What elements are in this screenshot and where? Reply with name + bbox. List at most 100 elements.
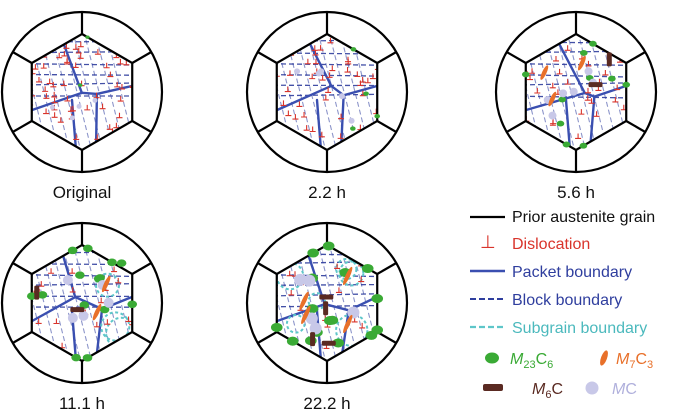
block-boundary-line bbox=[295, 245, 327, 361]
mc-precipitate bbox=[50, 104, 56, 110]
m23c6-precipitate bbox=[374, 114, 381, 119]
block-boundary-line bbox=[72, 245, 104, 361]
block-boundary-line bbox=[276, 93, 378, 97]
m6c-precipitate bbox=[588, 82, 603, 88]
block-boundary-line bbox=[525, 62, 627, 67]
prior-austenite-grain-hexagon bbox=[275, 243, 379, 363]
m7c3-precipitate bbox=[92, 303, 102, 321]
panel-caption-11h: 11.1 h bbox=[59, 394, 105, 413]
m23c6-precipitate bbox=[26, 292, 37, 300]
m6c-precipitate bbox=[70, 307, 85, 313]
block-boundary-line bbox=[12, 218, 152, 221]
legend-dislocation-label: Dislocation bbox=[512, 236, 590, 253]
block-boundary-line bbox=[525, 95, 627, 99]
mc-precipitate bbox=[309, 322, 322, 335]
prior-austenite-grain-hexagon bbox=[524, 32, 628, 152]
packet-boundary-line bbox=[525, 91, 586, 112]
m23c6-precipitate bbox=[558, 96, 567, 103]
m23c6-precipitate bbox=[562, 141, 571, 148]
m23c6-precipitate bbox=[307, 248, 319, 258]
m23c6-precipitate bbox=[116, 259, 127, 267]
grain-boundary-spoke bbox=[131, 51, 152, 64]
precipitates bbox=[26, 244, 138, 362]
grain-boundary-spoke bbox=[12, 262, 33, 275]
packet-boundary-line bbox=[564, 98, 572, 150]
packet-boundary-line bbox=[315, 98, 323, 150]
block-boundary-line bbox=[525, 73, 627, 79]
block-boundary-line bbox=[31, 282, 133, 287]
subgrain-boundary-loop bbox=[95, 272, 120, 298]
panel-3 bbox=[0, 209, 164, 385]
grain-boundary-spoke bbox=[12, 331, 33, 344]
m23c6-precipitate bbox=[350, 126, 356, 131]
mc-precipitate bbox=[92, 97, 98, 103]
m23c6-precipitate bbox=[361, 263, 374, 274]
block-boundary-line bbox=[12, 7, 152, 10]
packet-boundary-line bbox=[80, 91, 99, 96]
block-boundary-line bbox=[317, 34, 349, 150]
block-boundary-line bbox=[276, 273, 378, 278]
m7c3-precipitate bbox=[540, 65, 549, 80]
legend-m23c6-label: M23C6 bbox=[510, 351, 553, 371]
prior-austenite-grain-hexagon bbox=[275, 32, 379, 152]
m23c6-precipitate bbox=[75, 271, 85, 279]
panel-4 bbox=[245, 219, 409, 385]
m23c6-precipitate bbox=[85, 35, 90, 39]
m23c6-precipitate bbox=[67, 246, 78, 255]
mc-precipitate bbox=[303, 274, 316, 287]
legend-subgrain-label: Subgrain boundary bbox=[512, 320, 647, 337]
grain-boundary-spoke bbox=[257, 120, 278, 133]
panel-caption-2h: 2.2 h bbox=[308, 183, 346, 202]
block-boundary-line bbox=[506, 10, 646, 11]
mc-precipitate bbox=[584, 67, 593, 76]
m23c6-precipitate bbox=[350, 47, 357, 52]
precipitates bbox=[521, 40, 631, 149]
block-boundary-line bbox=[257, 0, 397, 1]
m23c6-precipitate bbox=[270, 322, 283, 332]
m23c6-precipitate bbox=[79, 301, 90, 309]
m23c6-precipitate bbox=[365, 330, 378, 340]
mc-precipitate bbox=[62, 275, 73, 286]
block-boundary-line bbox=[276, 62, 378, 67]
block-boundary-line bbox=[588, 34, 620, 150]
legend-dislocation-symbol: ⊥ bbox=[480, 232, 496, 253]
legend-block-label: Block boundary bbox=[512, 292, 622, 309]
block-boundary-line bbox=[306, 34, 338, 150]
m23c6-precipitate bbox=[521, 71, 530, 78]
m6c-precipitate bbox=[606, 52, 612, 67]
m23c6-precipitate bbox=[107, 258, 117, 267]
block-boundary-line bbox=[72, 34, 104, 150]
m23c6-precipitate bbox=[82, 354, 93, 362]
block-boundary-line bbox=[83, 34, 115, 150]
grain-boundary-spoke bbox=[257, 331, 278, 344]
m23c6-precipitate bbox=[95, 274, 105, 282]
subgrain-boundary-loop bbox=[338, 260, 365, 287]
m7c3-precipitate bbox=[343, 314, 353, 334]
m23c6-precipitate bbox=[286, 336, 299, 346]
block-boundary-line bbox=[276, 73, 378, 78]
packet-boundary-line bbox=[342, 84, 378, 97]
m7c3-precipitate bbox=[301, 305, 311, 325]
m6c-precipitate bbox=[323, 301, 329, 316]
panels-layer bbox=[0, 0, 658, 385]
grain-boundary-spoke bbox=[12, 120, 33, 133]
mc-precipitate bbox=[76, 103, 82, 109]
m23c6-precipitate bbox=[579, 142, 588, 149]
precipitates bbox=[270, 241, 384, 348]
mc-precipitate bbox=[338, 93, 345, 100]
m7c3-precipitate bbox=[342, 266, 353, 286]
grain-boundary-spoke bbox=[625, 120, 646, 133]
block-boundary-line bbox=[12, 209, 152, 210]
legend-packet-label: Packet boundary bbox=[512, 264, 632, 281]
block-boundary-line bbox=[257, 219, 397, 220]
packet-boundary-line bbox=[276, 84, 333, 112]
m7c3-precipitate bbox=[299, 291, 309, 310]
panel-0 bbox=[0, 7, 164, 174]
grain-boundary-spoke bbox=[376, 331, 397, 344]
m23c6-precipitate bbox=[71, 353, 81, 362]
mc-precipitate bbox=[559, 89, 568, 98]
legend-m23c6-marker bbox=[485, 352, 499, 364]
grain-boundary-spoke bbox=[625, 51, 646, 64]
block-boundary-line bbox=[94, 34, 126, 150]
